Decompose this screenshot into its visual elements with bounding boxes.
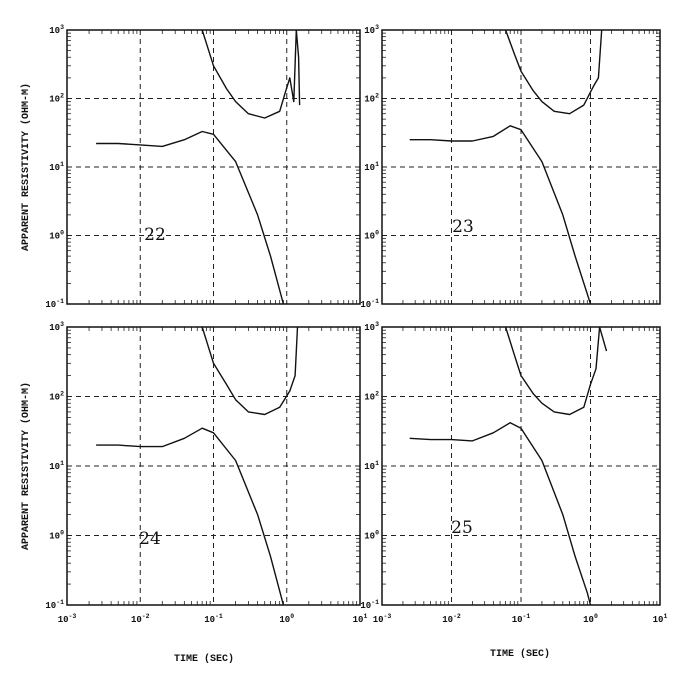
series-line-upper (201, 30, 301, 119)
y-tick-label: 100 (49, 230, 64, 242)
y-tick-label: 101 (364, 460, 379, 472)
x-tick-label: 10-2 (131, 613, 150, 625)
y-tick-label: 102 (49, 391, 64, 403)
y-tick-label: 10-1 (45, 298, 64, 310)
y-tick-label: 101 (49, 161, 64, 173)
y-tick-label: 103 (49, 24, 64, 36)
x-tick-label: 10-2 (442, 613, 461, 625)
series-line-lower (409, 125, 592, 304)
plot-frame (66, 29, 361, 305)
y-axis-title: APPARENT RESISTIVITY (OHM-M) (20, 382, 32, 550)
x-tick-label: 10-1 (512, 613, 531, 625)
y-tick-label: 101 (364, 161, 379, 173)
series-line-lower (96, 130, 285, 304)
y-tick-label: 10-1 (45, 599, 64, 611)
series-line-upper (201, 327, 299, 416)
y-tick-label: 102 (49, 93, 64, 105)
series-line-upper (504, 327, 608, 416)
plot-frame (381, 29, 661, 305)
chart-panel-24: 10-1 100 101 102 103 10-3 10-2 10-1 100 101 24 (45, 321, 367, 625)
series-line-lower (96, 427, 285, 605)
y-tick-label: 103 (49, 321, 64, 333)
x-axis-title: TIME (SEC) (490, 648, 550, 660)
y-tick-label: 103 (364, 24, 379, 36)
x-tick-label: 100 (583, 613, 598, 625)
x-tick-label: 10-3 (58, 613, 77, 625)
x-tick-label: 10-1 (204, 613, 223, 625)
y-tick-label: 101 (49, 460, 64, 472)
series-line-upper (504, 30, 603, 115)
y-tick-label: 10-1 (360, 599, 379, 611)
chart-panel-25: 10-1 100 101 102 103 10-3 10-2 10-1 100 101 25 (360, 321, 667, 625)
y-tick-label: 100 (364, 530, 379, 542)
panel-number-label: 24 (139, 529, 161, 549)
x-tick-label: 101 (353, 613, 368, 625)
y-tick-label: 100 (364, 230, 379, 242)
x-axis-title: TIME (SEC) (174, 653, 234, 665)
panel-number-label: 22 (144, 225, 166, 245)
y-tick-label: 10-1 (360, 298, 379, 310)
x-tick-label: 100 (279, 613, 294, 625)
panel-number-label: 23 (452, 217, 474, 237)
plot-frame (66, 326, 361, 606)
series-line-lower (409, 422, 592, 605)
chart-panel-22: 10-1 100 101 102 103 22 (45, 24, 361, 310)
y-tick-label: 100 (49, 530, 64, 542)
y-axis-title: APPARENT RESISTIVITY (OHM-M) (20, 83, 32, 251)
x-tick-label: 101 (653, 613, 668, 625)
y-tick-label: 103 (364, 321, 379, 333)
chart-panel-23: 10-1 100 101 102 103 23 (360, 24, 661, 310)
plot-frame (381, 326, 661, 606)
y-tick-label: 102 (364, 391, 379, 403)
y-tick-label: 102 (364, 93, 379, 105)
panel-number-label: 25 (451, 518, 473, 538)
x-tick-label: 10-3 (373, 613, 392, 625)
